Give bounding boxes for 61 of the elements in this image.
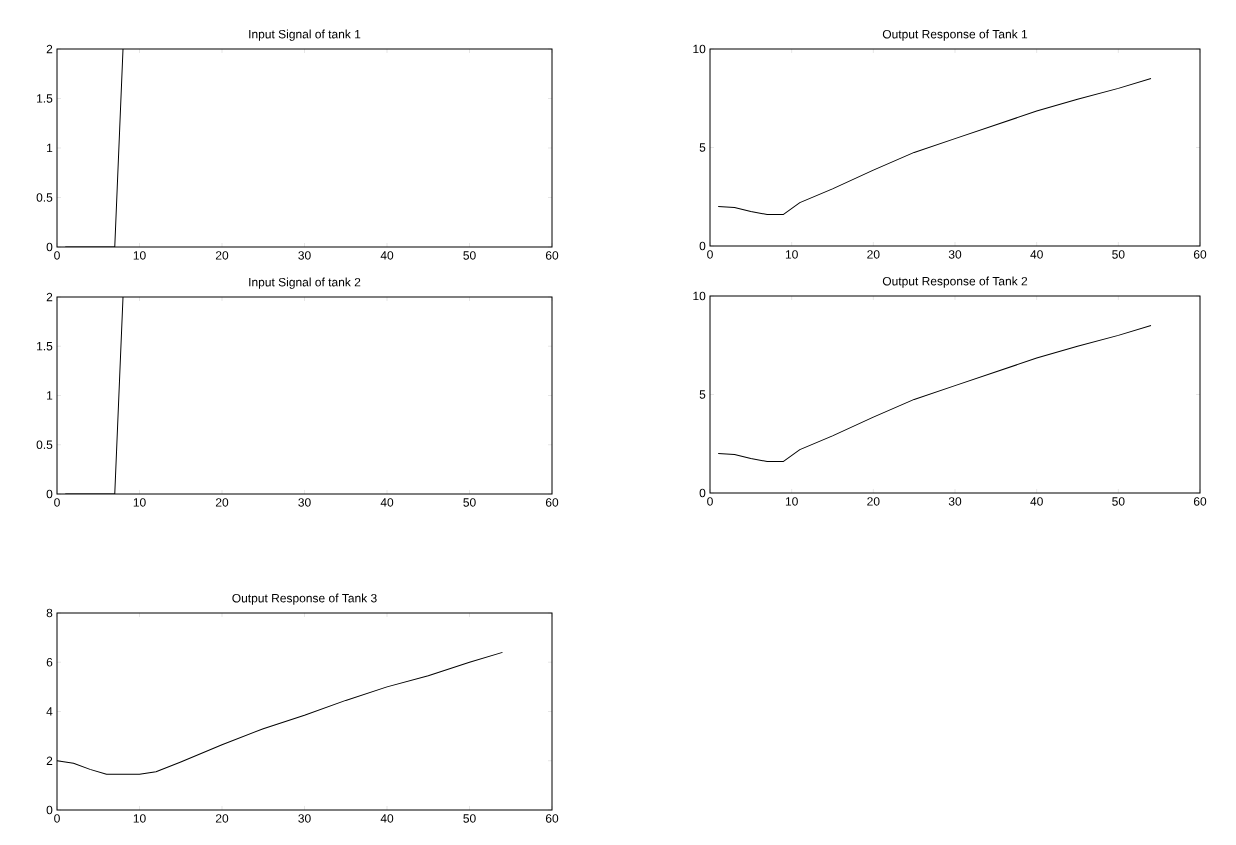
x-tick-label: 50 <box>463 498 476 507</box>
y-tick-label: 0 <box>699 488 706 498</box>
x-tick-label: 0 <box>54 498 60 507</box>
x-tick-label: 20 <box>867 497 880 506</box>
y-tick-label: 0 <box>46 489 53 499</box>
x-tick-label: 60 <box>545 814 559 823</box>
x-tick-label: 50 <box>463 251 476 260</box>
x-tick-label: 0 <box>54 814 60 823</box>
chart-title: Output Response of Tank 1 <box>882 29 1028 41</box>
y-tick-label: 2 <box>46 44 53 54</box>
chart-title: Input Signal of tank 2 <box>249 277 361 289</box>
x-tick-label: 0 <box>54 251 60 260</box>
y-tick-label: 1.5 <box>37 342 53 351</box>
x-tick-label: 50 <box>1112 497 1125 506</box>
y-tick-label: 1 <box>47 143 53 153</box>
x-tick-label: 30 <box>298 814 311 823</box>
y-tick-label: 8 <box>46 608 53 618</box>
y-tick-label: 0.5 <box>36 193 53 202</box>
y-tick-label: 6 <box>46 657 53 667</box>
x-tick-label: 30 <box>948 497 962 506</box>
x-tick-label: 40 <box>1030 250 1043 259</box>
y-tick-label: 4 <box>46 707 53 716</box>
x-tick-label: 60 <box>545 251 559 260</box>
y-tick-label: 1 <box>47 391 53 400</box>
x-tick-label: 10 <box>133 814 146 823</box>
y-tick-label: 10 <box>693 44 706 54</box>
x-tick-label: 40 <box>380 251 394 260</box>
y-tick-label: 0 <box>46 242 53 252</box>
x-tick-label: 10 <box>133 498 146 507</box>
x-tick-label: 40 <box>1030 497 1043 506</box>
x-tick-label: 0 <box>707 250 713 259</box>
y-tick-label: 0 <box>46 805 53 815</box>
y-tick-label: 0 <box>699 241 706 251</box>
y-tick-label: 2 <box>46 292 53 302</box>
x-tick-label: 20 <box>867 250 880 259</box>
x-tick-label: 50 <box>463 814 476 823</box>
x-tick-label: 20 <box>215 498 229 507</box>
y-tick-label: 10 <box>693 291 706 301</box>
x-tick-label: 60 <box>1193 250 1207 259</box>
x-tick-label: 60 <box>1193 497 1207 506</box>
x-tick-label: 30 <box>298 251 311 260</box>
chart-title: Output Response of Tank 3 <box>232 593 377 605</box>
y-tick-label: 5 <box>699 143 706 152</box>
x-tick-label: 10 <box>785 250 798 259</box>
x-tick-label: 30 <box>298 498 311 507</box>
chart-title: Input Signal of tank 1 <box>249 29 361 41</box>
x-tick-label: 40 <box>380 814 394 823</box>
x-tick-label: 60 <box>545 498 559 507</box>
x-tick-label: 0 <box>707 497 713 506</box>
x-tick-label: 10 <box>785 497 798 506</box>
x-tick-label: 20 <box>215 814 229 823</box>
y-tick-label: 2 <box>46 756 53 765</box>
y-tick-label: 5 <box>699 390 706 399</box>
y-tick-label: 0.5 <box>36 440 53 449</box>
chart-title: Output Response of Tank 2 <box>882 276 1028 288</box>
x-tick-label: 50 <box>1112 250 1125 259</box>
x-tick-label: 40 <box>380 498 394 507</box>
x-tick-label: 20 <box>215 251 229 260</box>
x-tick-label: 10 <box>133 251 146 260</box>
x-tick-label: 30 <box>948 250 962 259</box>
y-tick-label: 1.5 <box>37 94 53 103</box>
